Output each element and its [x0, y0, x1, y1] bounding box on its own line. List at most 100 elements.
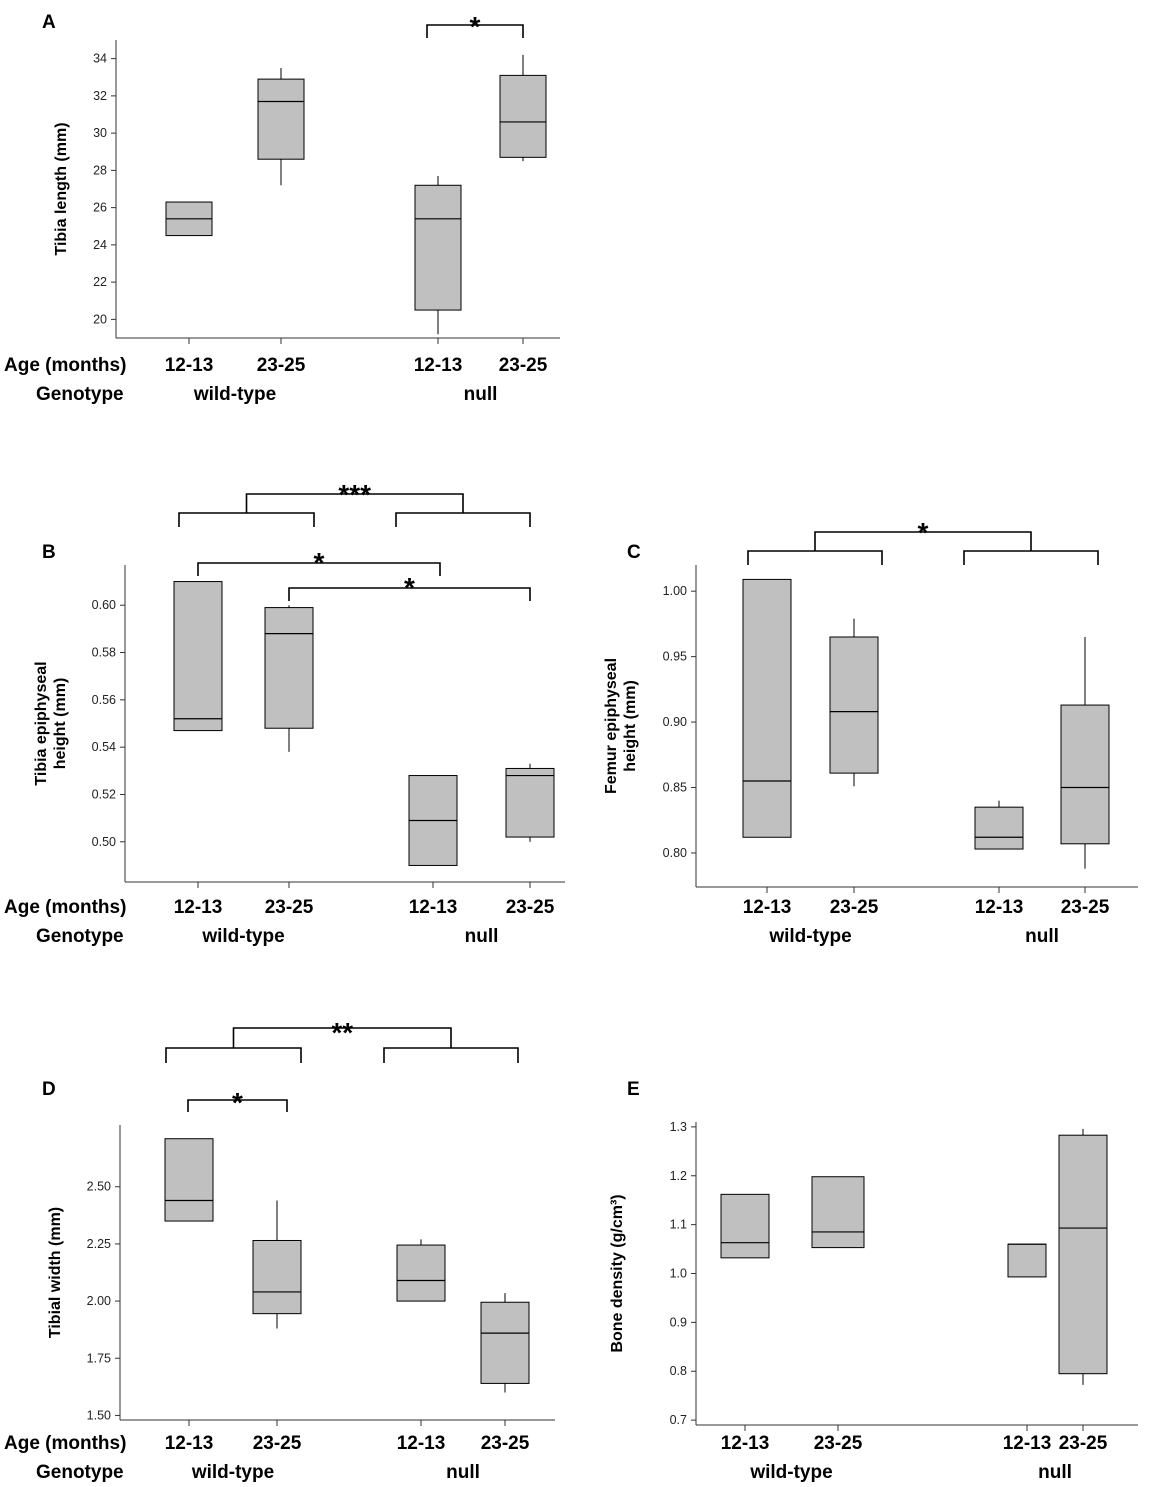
bracket-line	[187, 1099, 288, 1112]
y-tick-label: 1.50	[87, 1408, 111, 1422]
x-category-label: 23-25	[257, 355, 306, 376]
bracket-right-arm	[383, 1047, 519, 1063]
significance-label: *	[918, 517, 929, 548]
panel-letter: A	[42, 12, 56, 33]
x-category-label: 12-13	[1003, 1433, 1052, 1454]
box-wild-type-23-25	[252, 1200, 302, 1329]
bracket-top	[245, 493, 464, 513]
x-category-label: 12-13	[174, 897, 223, 918]
box-null-12-13	[974, 800, 1024, 850]
significance-label: **	[331, 1017, 353, 1048]
box-wild-type-23-25	[264, 605, 314, 752]
x-category-label: 23-25	[506, 897, 555, 918]
y-tick-label: 24	[93, 238, 107, 252]
box-wild-type-12-13	[173, 581, 223, 732]
y-tick-label: 0.52	[92, 787, 116, 801]
significance-bracket: **	[165, 1017, 519, 1063]
box-null-23-25	[499, 54, 547, 162]
y-tick-label: 2.25	[87, 1237, 111, 1251]
bracket-top	[814, 531, 1032, 551]
x-category-label: 12-13	[975, 897, 1024, 918]
y-tick-label: 0.8	[670, 1364, 687, 1378]
box-null-12-13	[414, 175, 462, 335]
y-tick-label: 22	[93, 275, 107, 289]
genotype-label: null	[446, 1462, 480, 1483]
y-tick-label: 0.56	[92, 693, 116, 707]
genotype-label: wild-type	[191, 1462, 274, 1483]
x-category-label: 23-25	[1059, 1433, 1108, 1454]
bracket-line	[197, 562, 441, 576]
y-axis-title: Tibia epiphyseal height (mm)	[33, 661, 69, 785]
box-null-23-25	[505, 763, 555, 842]
x-category-label: 23-25	[481, 1433, 530, 1454]
box-wild-type-23-25	[829, 618, 879, 787]
box-iqr	[499, 74, 547, 158]
y-tick-label: 0.95	[663, 650, 687, 664]
significance-label: *	[404, 572, 415, 603]
y-tick-label: 1.75	[87, 1351, 111, 1365]
box-iqr	[264, 607, 314, 729]
y-tick-label: 20	[93, 312, 107, 326]
box-wild-type-12-13	[742, 578, 792, 838]
y-axis-title-line: height (mm)	[622, 680, 639, 772]
y-tick-label: 0.80	[663, 846, 687, 860]
panel-d: D 1.50 1.75 2.00 2.25 2.50 12-13 23-25 12-13 23-2…	[4, 1017, 555, 1483]
y-axis-title-line: Tibia epiphyseal	[33, 661, 50, 785]
bracket-right-arm	[963, 550, 1099, 565]
panel-letter: C	[627, 542, 641, 563]
significance-label: ***	[338, 479, 371, 510]
y-tick-label: 0.9	[670, 1315, 687, 1329]
genotype-label: wild-type	[768, 926, 851, 947]
significance-label: *	[232, 1087, 243, 1118]
genotype-row-label: Genotype	[36, 926, 124, 947]
box-wild-type-12-13	[164, 1138, 214, 1222]
significance-bracket: ***	[178, 479, 531, 527]
panel-c: C 0.80 0.85 0.90 0.95 1.00 12-13 23-25 12-13 23-2…	[603, 517, 1138, 947]
genotype-row-label: Genotype	[36, 1462, 124, 1483]
box-iqr	[811, 1176, 865, 1249]
y-axis-title: Femur epiphyseal height (mm)	[603, 658, 639, 794]
y-tick-label: 28	[93, 163, 107, 177]
y-axis-title: Tibial width (mm)	[47, 1207, 64, 1338]
genotype-label: wild-type	[749, 1462, 832, 1483]
panel-letter: E	[627, 1079, 640, 1100]
box-wild-type-23-25	[811, 1176, 865, 1249]
y-tick-label: 0.50	[92, 835, 116, 849]
x-category-label: 23-25	[253, 1433, 302, 1454]
y-tick-label: 0.54	[92, 740, 116, 754]
x-category-label: 12-13	[414, 355, 463, 376]
age-row-label: Age (months)	[4, 1433, 126, 1454]
x-category-label: 23-25	[1061, 897, 1110, 918]
box-iqr	[1058, 1134, 1108, 1375]
panel-a: A 20 22 24 26 28 30 32 34 12-13 23-25 12-13 23-25 wil…	[4, 11, 560, 405]
y-tick-label: 1.3	[670, 1120, 687, 1134]
box-iqr	[1007, 1243, 1047, 1278]
box-iqr	[173, 581, 223, 732]
x-category-label: 12-13	[743, 897, 792, 918]
box-null-12-13	[408, 775, 458, 866]
bracket-left-arm	[747, 550, 883, 565]
bracket-line	[288, 587, 531, 601]
significance-bracket: *	[187, 1087, 288, 1118]
box-null-23-25	[480, 1293, 530, 1393]
panel-letter: B	[42, 542, 56, 563]
box-iqr	[480, 1301, 530, 1384]
panel-e: E 0.7 0.8 0.9 1.0 1.1 1.2 1.3 12-13 23-25 12-13 23-…	[609, 1079, 1138, 1483]
x-category-label: 23-25	[265, 897, 314, 918]
y-tick-label: 0.58	[92, 646, 116, 660]
x-category-label: 23-25	[830, 897, 879, 918]
box-null-12-13	[1007, 1243, 1047, 1278]
y-tick-label: 2.00	[87, 1294, 111, 1308]
box-iqr	[742, 578, 792, 838]
y-axis-title-line: Femur epiphyseal	[603, 658, 620, 794]
y-tick-label: 1.00	[663, 584, 687, 598]
y-tick-label: 0.7	[670, 1413, 687, 1427]
significance-label: *	[314, 547, 325, 578]
age-row-label: Age (months)	[4, 355, 126, 376]
x-category-label: 23-25	[814, 1433, 863, 1454]
box-iqr	[164, 1138, 214, 1222]
bracket-top	[232, 1027, 452, 1048]
y-tick-label: 30	[93, 126, 107, 140]
bracket-left-arm	[178, 512, 315, 527]
